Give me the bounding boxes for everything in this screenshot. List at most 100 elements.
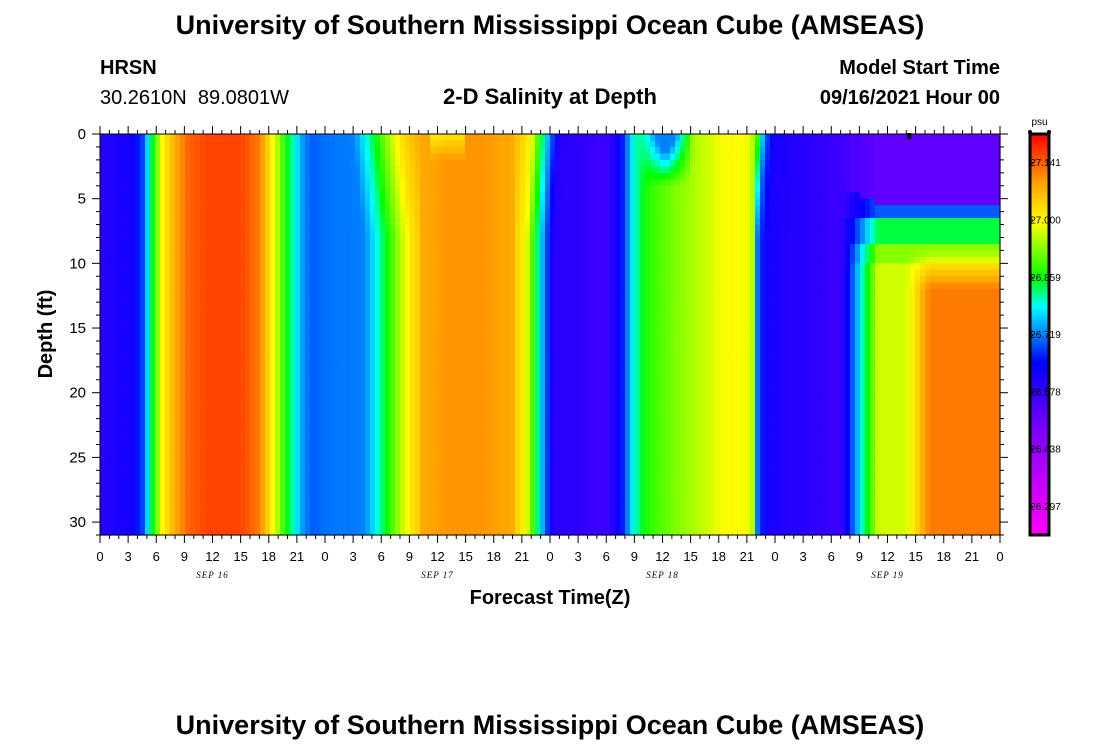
heatmap-cell: [415, 269, 421, 277]
heatmap-cell: [195, 366, 201, 374]
heatmap-cell: [245, 134, 251, 142]
heatmap-cell: [240, 470, 246, 478]
heatmap-cell: [425, 166, 431, 174]
heatmap-cell: [340, 528, 346, 536]
heatmap-cell: [365, 276, 371, 284]
heatmap-cell: [300, 457, 306, 465]
heatmap-cell: [380, 457, 386, 465]
heatmap-cell: [485, 405, 491, 413]
heatmap-cell: [240, 159, 246, 167]
heatmap-cell: [300, 392, 306, 400]
heatmap-cell: [475, 347, 481, 355]
heatmap-cell: [390, 192, 396, 200]
heatmap-cell: [260, 134, 266, 142]
heatmap-cell: [130, 399, 136, 407]
heatmap-cell: [420, 366, 426, 374]
heatmap-cell: [305, 340, 311, 349]
heatmap-cell: [180, 405, 186, 413]
heatmap-cell: [150, 198, 156, 206]
heatmap-cell: [190, 373, 196, 381]
heatmap-cell: [365, 412, 371, 420]
heatmap-cell: [155, 405, 161, 413]
heatmap-cell: [360, 366, 366, 374]
heatmap-cell: [355, 302, 361, 310]
heatmap-cell: [390, 483, 396, 491]
heatmap-cell: [210, 450, 216, 458]
heatmap-cell: [155, 379, 161, 387]
heatmap-cell: [465, 483, 471, 491]
heatmap-cell: [285, 366, 291, 374]
heatmap-cell: [195, 392, 201, 400]
heatmap-cell: [350, 321, 356, 329]
heatmap-cell: [460, 457, 466, 465]
heatmap-cell: [210, 528, 216, 536]
heatmap-cell: [280, 269, 286, 277]
heatmap-cell: [255, 379, 261, 387]
heatmap-cell: [480, 463, 486, 471]
heatmap-cell: [165, 405, 171, 413]
heatmap-cell: [205, 256, 211, 264]
heatmap-cell: [370, 153, 376, 161]
heatmap-cell: [270, 470, 276, 478]
heatmap-cell: [440, 146, 446, 155]
heatmap-cell: [170, 328, 176, 336]
heatmap-cell: [495, 399, 501, 407]
heatmap-cell: [225, 276, 231, 284]
heatmap-cell: [120, 250, 126, 258]
heatmap-cell: [295, 282, 301, 290]
heatmap-cell: [300, 412, 306, 420]
heatmap-cell: [165, 457, 171, 465]
heatmap-cell: [255, 224, 261, 232]
heatmap-cell: [440, 269, 446, 277]
heatmap-cell: [340, 256, 346, 264]
heatmap-cell: [105, 231, 111, 239]
heatmap-cell: [165, 437, 171, 446]
heatmap-cell: [320, 295, 326, 303]
heatmap-cell: [115, 522, 121, 530]
heatmap-cell: [470, 295, 476, 303]
heatmap-cell: [160, 256, 166, 264]
heatmap-cell: [250, 470, 256, 478]
heatmap-cell: [500, 134, 506, 142]
heatmap-cell: [420, 256, 426, 264]
heatmap-cell: [295, 250, 301, 258]
heatmap-cell: [390, 237, 396, 245]
heatmap-cell: [340, 166, 346, 174]
heatmap-cell: [365, 140, 371, 148]
heatmap-cell: [140, 243, 146, 252]
heatmap-cell: [355, 179, 361, 187]
heatmap-cell: [390, 231, 396, 239]
heatmap-cell: [290, 328, 296, 336]
heatmap-cell: [200, 509, 206, 517]
heatmap-cell: [300, 360, 306, 368]
heatmap-cell: [465, 276, 471, 284]
heatmap-cell: [385, 515, 391, 523]
heatmap-cell: [410, 308, 416, 316]
heatmap-cell: [310, 153, 316, 161]
heatmap-cell: [325, 179, 331, 187]
heatmap-cell: [335, 450, 341, 458]
heatmap-cell: [345, 399, 351, 407]
heatmap-cell: [215, 256, 221, 264]
heatmap-cell: [420, 457, 426, 465]
heatmap-cell: [265, 418, 271, 426]
heatmap-cell: [170, 502, 176, 510]
heatmap-cell: [340, 450, 346, 458]
heatmap-cell: [200, 321, 206, 329]
heatmap-cell: [235, 425, 241, 433]
heatmap-cell: [490, 515, 496, 523]
heatmap-cell: [490, 269, 496, 277]
heatmap-cell: [350, 360, 356, 368]
heatmap-cell: [270, 328, 276, 336]
heatmap-cell: [170, 263, 176, 271]
heatmap-cell: [330, 205, 336, 213]
heatmap-cell: [100, 250, 106, 258]
heatmap-cell: [315, 437, 321, 446]
heatmap-cell: [325, 276, 331, 284]
heatmap-cell: [150, 224, 156, 232]
heatmap-cell: [465, 250, 471, 258]
heatmap-cell: [340, 134, 346, 142]
heatmap-cell: [430, 457, 436, 465]
heatmap-cell: [450, 269, 456, 277]
heatmap-cell: [135, 231, 141, 239]
